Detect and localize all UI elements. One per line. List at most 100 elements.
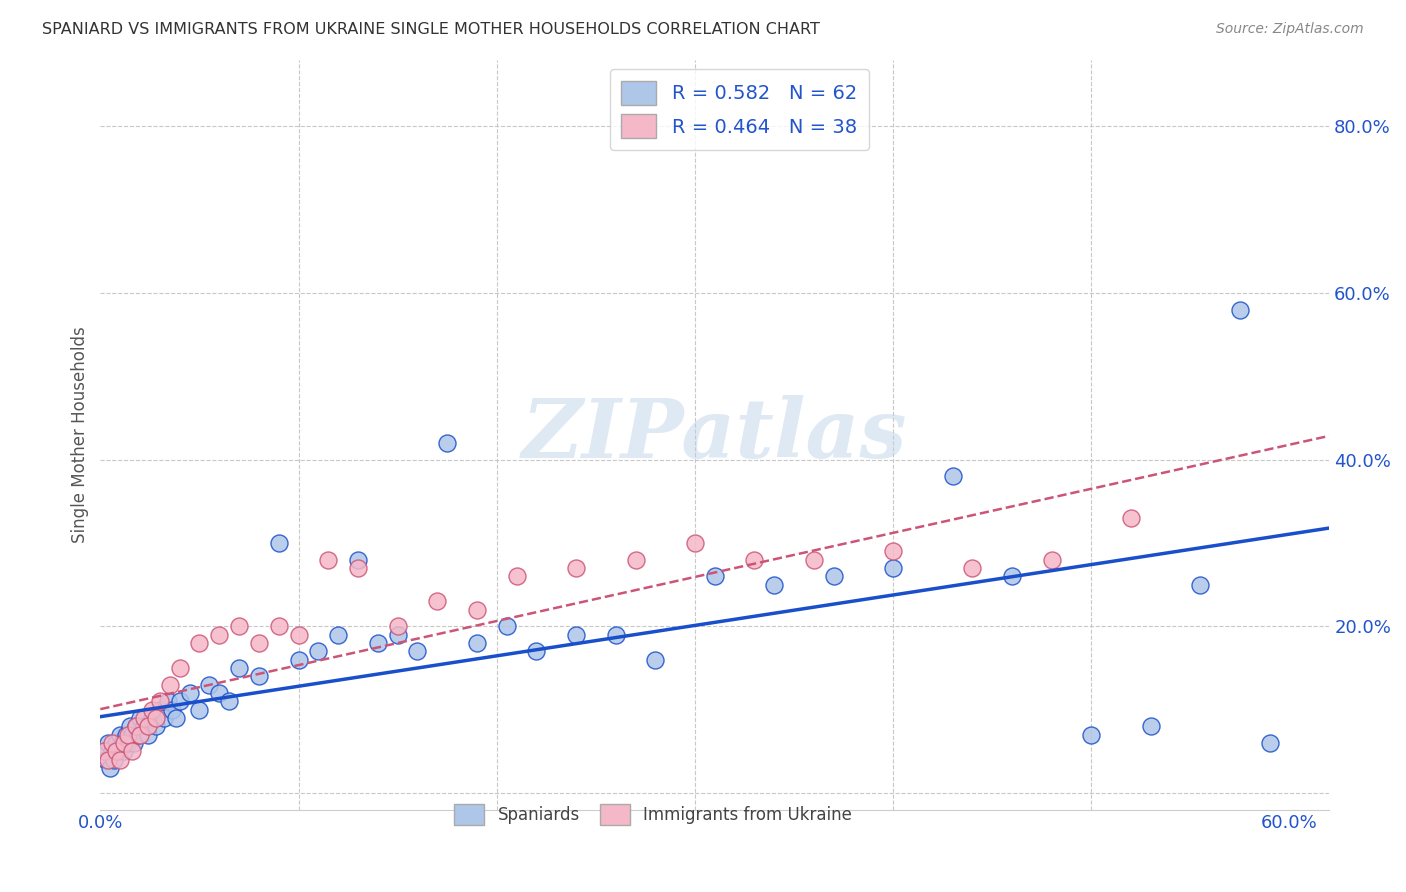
Point bbox=[159, 677, 181, 691]
Point bbox=[307, 644, 329, 658]
Point bbox=[208, 686, 231, 700]
Point bbox=[108, 753, 131, 767]
Point bbox=[188, 636, 211, 650]
Point bbox=[465, 602, 488, 616]
Text: Source: ZipAtlas.com: Source: ZipAtlas.com bbox=[1216, 22, 1364, 37]
Point bbox=[132, 719, 155, 733]
Point bbox=[108, 727, 131, 741]
Point bbox=[156, 694, 179, 708]
Point bbox=[367, 636, 389, 650]
Point bbox=[247, 636, 270, 650]
Point bbox=[132, 711, 155, 725]
Point bbox=[247, 669, 270, 683]
Point bbox=[97, 753, 120, 767]
Point bbox=[882, 561, 904, 575]
Point bbox=[605, 627, 627, 641]
Y-axis label: Single Mother Households: Single Mother Households bbox=[72, 326, 89, 543]
Point bbox=[644, 652, 666, 666]
Point bbox=[107, 744, 129, 758]
Point bbox=[683, 536, 706, 550]
Point bbox=[112, 736, 135, 750]
Point bbox=[145, 719, 167, 733]
Text: SPANIARD VS IMMIGRANTS FROM UKRAINE SINGLE MOTHER HOUSEHOLDS CORRELATION CHART: SPANIARD VS IMMIGRANTS FROM UKRAINE SING… bbox=[42, 22, 820, 37]
Point bbox=[763, 577, 786, 591]
Point bbox=[1080, 727, 1102, 741]
Point bbox=[117, 727, 139, 741]
Point bbox=[1229, 302, 1251, 317]
Point bbox=[1140, 719, 1163, 733]
Point bbox=[129, 727, 152, 741]
Point bbox=[228, 661, 250, 675]
Legend: Spaniards, Immigrants from Ukraine: Spaniards, Immigrants from Ukraine bbox=[447, 797, 859, 831]
Point bbox=[1001, 569, 1024, 583]
Point bbox=[125, 719, 148, 733]
Point bbox=[387, 627, 409, 641]
Text: ZIPatlas: ZIPatlas bbox=[522, 394, 907, 475]
Point bbox=[803, 552, 825, 566]
Point bbox=[465, 636, 488, 650]
Point bbox=[436, 436, 458, 450]
Point bbox=[136, 727, 159, 741]
Point bbox=[101, 736, 124, 750]
Point bbox=[103, 753, 125, 767]
Point bbox=[105, 744, 128, 758]
Point bbox=[962, 561, 984, 575]
Point bbox=[160, 702, 183, 716]
Point bbox=[117, 736, 139, 750]
Point bbox=[347, 561, 370, 575]
Point bbox=[97, 736, 120, 750]
Point bbox=[169, 694, 191, 708]
Point bbox=[129, 711, 152, 725]
Point bbox=[505, 569, 527, 583]
Point bbox=[228, 619, 250, 633]
Point bbox=[112, 744, 135, 758]
Point bbox=[1040, 552, 1063, 566]
Point bbox=[198, 677, 221, 691]
Point bbox=[152, 711, 174, 725]
Point bbox=[565, 561, 588, 575]
Point bbox=[942, 469, 965, 483]
Point bbox=[149, 694, 172, 708]
Point bbox=[703, 569, 725, 583]
Point bbox=[121, 744, 143, 758]
Point bbox=[328, 627, 350, 641]
Point bbox=[495, 619, 517, 633]
Point bbox=[136, 719, 159, 733]
Point bbox=[127, 727, 149, 741]
Point bbox=[882, 544, 904, 558]
Point bbox=[98, 761, 121, 775]
Point bbox=[406, 644, 429, 658]
Point bbox=[267, 536, 290, 550]
Point bbox=[316, 552, 339, 566]
Point bbox=[287, 652, 309, 666]
Point bbox=[188, 702, 211, 716]
Point bbox=[101, 744, 124, 758]
Point bbox=[287, 627, 309, 641]
Point bbox=[115, 727, 138, 741]
Point bbox=[426, 594, 449, 608]
Point bbox=[624, 552, 647, 566]
Point bbox=[122, 736, 145, 750]
Point bbox=[141, 702, 163, 716]
Point bbox=[141, 711, 163, 725]
Point bbox=[121, 727, 143, 741]
Point bbox=[145, 711, 167, 725]
Point bbox=[347, 552, 370, 566]
Point bbox=[111, 736, 134, 750]
Point bbox=[149, 702, 172, 716]
Point bbox=[179, 686, 201, 700]
Point bbox=[93, 744, 115, 758]
Point bbox=[93, 744, 115, 758]
Point bbox=[387, 619, 409, 633]
Point bbox=[526, 644, 548, 658]
Point bbox=[208, 627, 231, 641]
Point bbox=[105, 736, 128, 750]
Point bbox=[120, 719, 142, 733]
Point bbox=[744, 552, 766, 566]
Point bbox=[565, 627, 588, 641]
Point bbox=[267, 619, 290, 633]
Point bbox=[218, 694, 240, 708]
Point bbox=[96, 753, 118, 767]
Point bbox=[823, 569, 845, 583]
Point bbox=[165, 711, 187, 725]
